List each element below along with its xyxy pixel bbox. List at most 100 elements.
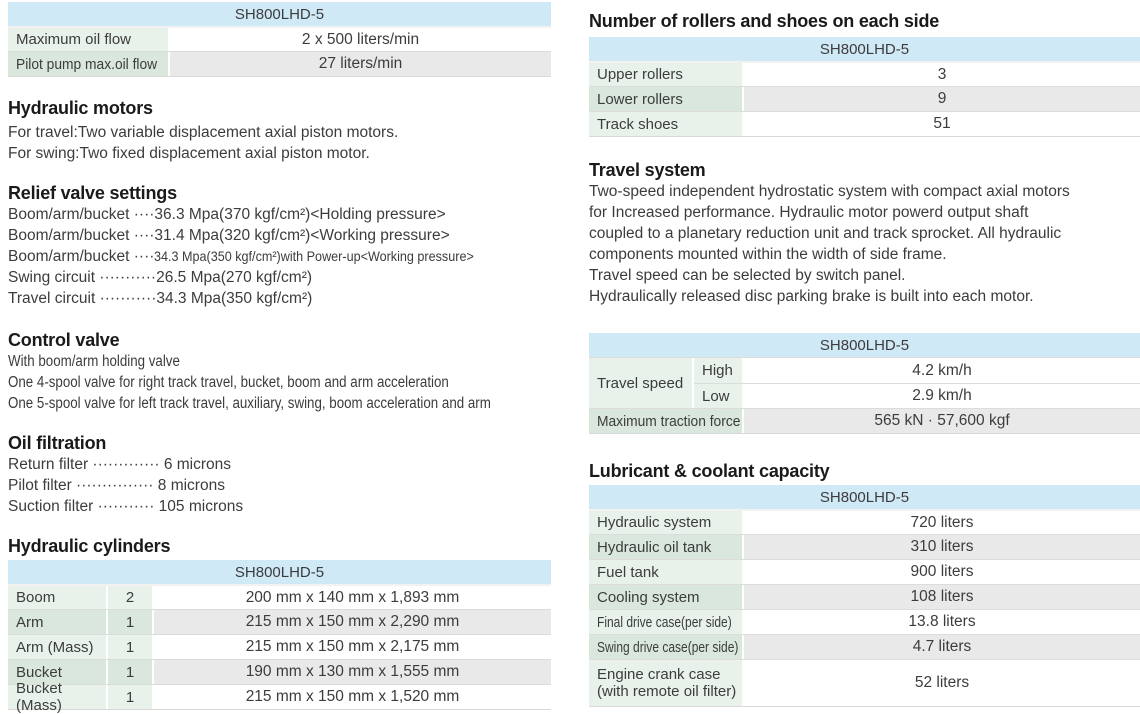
section-travel-system: Two-speed independent hydrostatic system…: [589, 181, 1140, 307]
section-title-rollers: Number of rollers and shoes on each side: [589, 11, 940, 31]
row-value: 900 liters: [744, 560, 1140, 584]
travel-speed-table: SH800LHD-5 Travel speed High 4.2 km/h Lo…: [589, 333, 1140, 434]
section-title-lubricant: Lubricant & coolant capacity: [589, 461, 830, 481]
row-label: Upper rollers: [589, 63, 744, 86]
section-oil-filtration: Return filter ············· 6 microns Pi…: [8, 454, 551, 517]
section-title-travel-system: Travel system: [589, 160, 706, 180]
text-line: for Increased performance. Hydraulic mot…: [589, 204, 1029, 221]
row-label: Track shoes: [589, 112, 744, 136]
table-row: Swing drive case(per side) 4.7 liters: [589, 634, 1140, 659]
travel-speed-rows: Travel speed High 4.2 km/h Low 2.9 km/h: [589, 357, 1140, 408]
table-row: Arm (Mass) 1 215 mm x 150 mm x 2,175 mm: [8, 634, 551, 659]
left-column: SH800LHD-5 Maximum oil flow 2 x 500 lite…: [8, 2, 551, 714]
section-relief-valve: Boom/arm/bucket ····36.3 Mpa(370 kgf/cm²…: [8, 204, 551, 309]
table-row: Maximum oil flow 2 x 500 liters/min: [8, 26, 551, 51]
row-label: Boom: [8, 586, 108, 609]
row-label: Final drive case(per side): [589, 610, 744, 634]
rollers-table: SH800LHD-5 Upper rollers 3 Lower rollers…: [589, 37, 1140, 137]
text-line: Pilot filter ··············· 8 microns: [8, 477, 225, 494]
text-line: Hydraulically released disc parking brak…: [589, 288, 1034, 305]
section-title-hydraulic-motors: Hydraulic motors: [8, 98, 153, 118]
table-row: Bucket (Mass) 1 215 mm x 150 mm x 1,520 …: [8, 680, 551, 714]
row-label: Hydraulic system: [589, 511, 744, 534]
right-column: Number of rollers and shoes on each side…: [589, 2, 1140, 707]
text-line: components mounted within the width of s…: [589, 246, 947, 263]
table-header: SH800LHD-5: [589, 333, 1140, 357]
text-line: Swing circuit ···········26.5 Mpa(270 kg…: [8, 269, 313, 286]
text-line: Suction filter ··········· 105 microns: [8, 498, 244, 515]
section-title-control-valve: Control valve: [8, 330, 120, 350]
table-header: SH800LHD-5: [589, 37, 1140, 61]
text-line: For travel:Two variable displacement axi…: [8, 124, 399, 141]
row-value: 215 mm x 150 mm x 1,520 mm: [154, 685, 551, 709]
row-label: Fuel tank: [589, 560, 744, 584]
pump-flow-table: SH800LHD-5 Maximum oil flow 2 x 500 lite…: [8, 2, 551, 77]
model-name: SH800LHD-5: [234, 563, 325, 581]
row-value: 9: [744, 87, 1140, 111]
row-value: 3: [744, 63, 1140, 86]
row-value: 2.9 km/h: [744, 384, 1140, 408]
row-value: 108 liters: [744, 585, 1140, 609]
table-row: Low 2.9 km/h: [694, 383, 1140, 408]
row-label: Maximum oil flow: [8, 28, 170, 51]
table-row: Lower rollers 9: [589, 86, 1140, 111]
model-name: SH800LHD-5: [234, 5, 325, 23]
text-line: Travel circuit ···········34.3 Mpa(350 k…: [8, 290, 313, 307]
row-value: 215 mm x 150 mm x 2,175 mm: [154, 635, 551, 659]
row-label: Bucket (Mass): [8, 680, 108, 714]
table-row: Upper rollers 3: [589, 61, 1140, 86]
table-row: Cooling system 108 liters: [589, 584, 1140, 609]
row-label: Swing drive case(per side): [589, 635, 744, 659]
section-title-oil-filtration: Oil filtration: [8, 433, 107, 453]
row-value: 2 x 500 liters/min: [170, 28, 551, 51]
row-value: 51: [744, 112, 1140, 136]
table-row: Bucket 1 190 mm x 130 mm x 1,555 mm: [8, 659, 551, 684]
model-name: SH800LHD-5: [819, 336, 910, 354]
row-value: 720 liters: [744, 511, 1140, 534]
row-value: 190 mm x 130 mm x 1,555 mm: [154, 660, 551, 684]
row-value: 310 liters: [744, 535, 1140, 559]
section-title-relief-valve: Relief valve settings: [8, 183, 177, 203]
row-value: 565 kN · 57,600 kgf: [744, 409, 1140, 433]
row-value: 215 mm x 150 mm x 2,290 mm: [154, 610, 551, 634]
row-qty: 1: [108, 660, 154, 684]
row-qty: 2: [108, 586, 154, 609]
text-line: One 5-spool valve for left track travel,…: [8, 395, 491, 412]
row-qty: 1: [108, 635, 154, 659]
text-line: Boom/arm/bucket ····36.3 Mpa(370 kgf/cm²…: [8, 206, 446, 223]
section-hydraulic-motors: For travel:Two variable displacement axi…: [8, 122, 551, 164]
row-label: Maximum traction force: [589, 409, 744, 433]
table-header: SH800LHD-5: [8, 560, 551, 584]
table-row: High 4.2 km/h: [694, 358, 1140, 383]
lubricant-table: SH800LHD-5 Hydraulic system 720 liters H…: [589, 485, 1140, 707]
text-line: Travel speed can be selected by switch p…: [589, 267, 906, 284]
row-sublabel: Low: [694, 384, 744, 408]
table-row: Pilot pump max.oil flow 27 liters/min: [8, 51, 551, 76]
text-line: coupled to a planetary reduction unit an…: [589, 225, 1062, 242]
row-value: 13.8 liters: [744, 610, 1140, 634]
cylinders-table: SH800LHD-5 Boom 2 200 mm x 140 mm x 1,89…: [8, 560, 551, 714]
text-line: Return filter ············· 6 microns: [8, 456, 232, 473]
row-label: Cooling system: [589, 585, 744, 609]
text-line: With boom/arm holding valve: [8, 353, 180, 370]
text-line: Boom/arm/bucket ····34.3 Mpa(350 kgf/cm²…: [8, 248, 475, 265]
text-line: Boom/arm/bucket ····31.4 Mpa(320 kgf/cm²…: [8, 227, 450, 244]
text-line: For swing:Two fixed displacement axial p…: [8, 145, 370, 162]
table-row: Arm 1 215 mm x 150 mm x 2,290 mm: [8, 609, 551, 634]
table-row: Final drive case(per side) 13.8 liters: [589, 609, 1140, 634]
row-label: Travel speed: [589, 358, 694, 408]
table-header: SH800LHD-5: [589, 485, 1140, 509]
row-value: 200 mm x 140 mm x 1,893 mm: [154, 586, 551, 609]
row-label: Arm: [8, 610, 108, 634]
table-row: Boom 2 200 mm x 140 mm x 1,893 mm: [8, 584, 551, 609]
table-row: Hydraulic system 720 liters: [589, 509, 1140, 534]
model-name: SH800LHD-5: [819, 40, 910, 58]
row-value: 4.7 liters: [744, 635, 1140, 659]
row-label: Pilot pump max.oil flow: [8, 52, 170, 76]
model-name: SH800LHD-5: [819, 488, 910, 506]
row-value: 27 liters/min: [170, 52, 551, 76]
table-row: Engine crank case (with remote oil filte…: [589, 659, 1140, 706]
row-label: Hydraulic oil tank: [589, 535, 744, 559]
table-header: SH800LHD-5: [8, 2, 551, 26]
text-line: One 4-spool valve for right track travel…: [8, 374, 449, 391]
